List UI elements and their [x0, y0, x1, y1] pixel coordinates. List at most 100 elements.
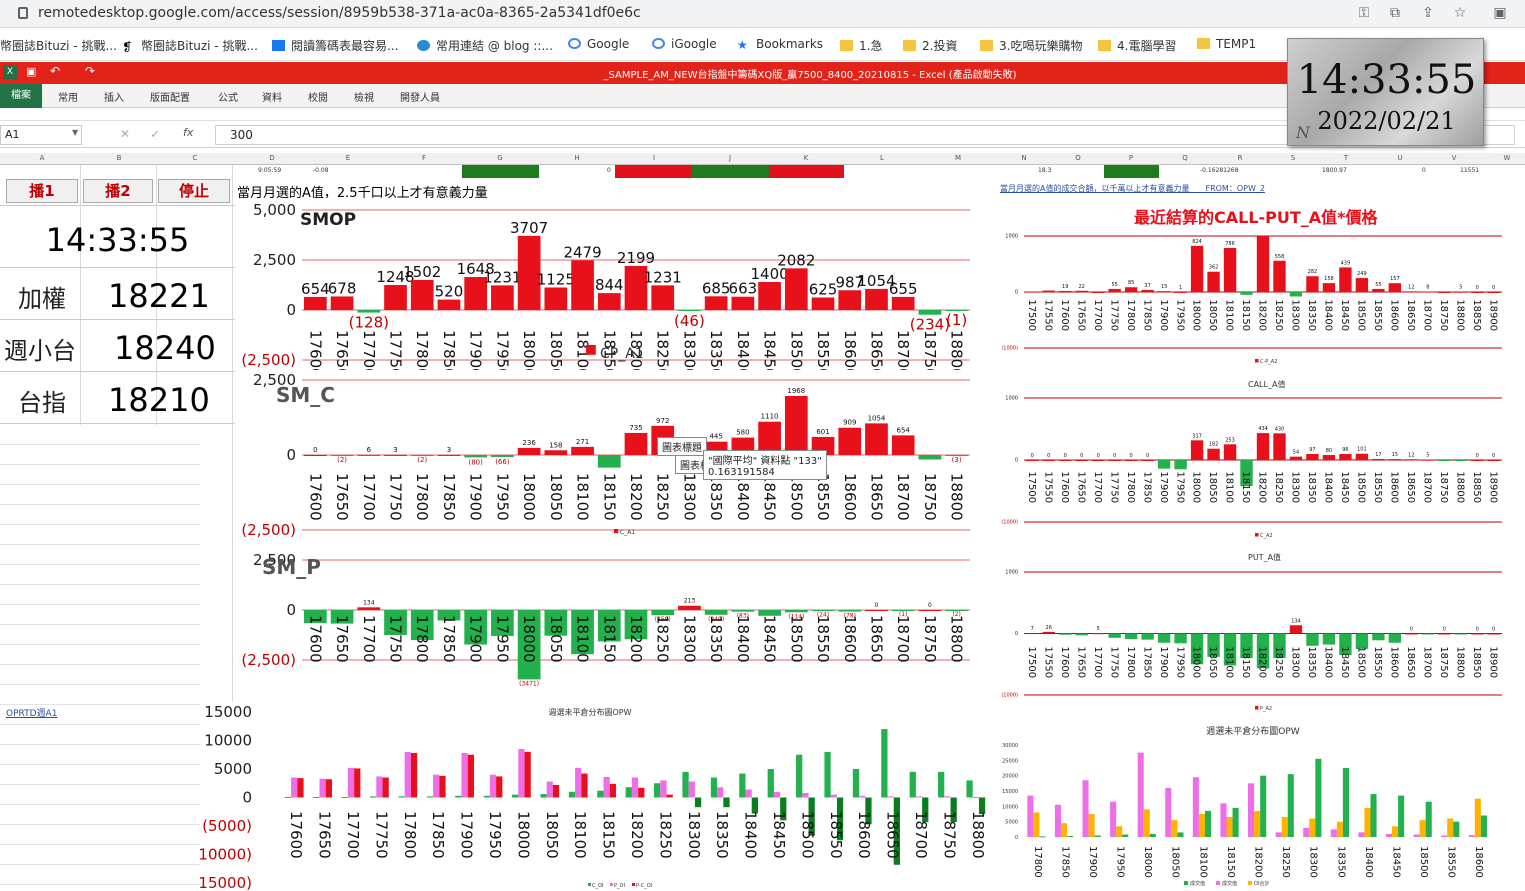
- column-header[interactable]: D: [269, 154, 275, 162]
- column-header[interactable]: V: [1451, 154, 1457, 162]
- column-header[interactable]: L: [880, 154, 884, 162]
- bookmark-folder[interactable]: 4.電腦學習: [1098, 37, 1176, 54]
- column-header[interactable]: W: [1503, 154, 1511, 162]
- y-tick-label: 2,500: [253, 551, 296, 569]
- tab-data[interactable]: 資料: [262, 93, 282, 104]
- bookmark-item[interactable]: 閱讀籌碼表最容易...: [272, 37, 398, 54]
- bar: [1042, 631, 1055, 634]
- desktop-clock-widget[interactable]: 14:33:55 2022/02/21 N: [1287, 38, 1484, 146]
- cell-k1[interactable]: [769, 165, 844, 178]
- column-header[interactable]: H: [574, 154, 580, 162]
- share-icon[interactable]: ⇪: [1422, 5, 1434, 21]
- star-icon[interactable]: ☆: [1453, 5, 1467, 21]
- undo-icon[interactable]: ↶: [50, 64, 61, 78]
- x-tick-label: 18050: [1207, 646, 1218, 678]
- bookmark-folder[interactable]: 2.投資: [903, 37, 957, 54]
- tab-file[interactable]: 檔案: [0, 84, 42, 108]
- bookmark-item[interactable]: ★ Bookmarks: [737, 37, 824, 52]
- cell-n1[interactable]: 18.3: [1038, 167, 1052, 174]
- extension-icon[interactable]: ▣: [1493, 5, 1507, 21]
- chart-weekly-oi-2[interactable]: 30000 25000 20000 15000 10000 5000 0 週選未平倉分布圖OP…: [998, 718, 1508, 891]
- chart-sm-p[interactable]: 2,500 0 (2,500) 17600 17650 134 17700 17750 1780…: [236, 548, 996, 704]
- column-header[interactable]: A: [39, 154, 45, 162]
- save-icon[interactable]: ▣: [26, 65, 37, 78]
- cell-g1[interactable]: [462, 165, 539, 178]
- tab-formulas[interactable]: 公式: [218, 93, 238, 104]
- cell-j1[interactable]: [692, 165, 769, 178]
- formula-input[interactable]: 300: [215, 125, 1515, 145]
- column-header[interactable]: F: [421, 154, 427, 162]
- chart-call-put-a2[interactable]: 1000 0 (1000) 17500 17550 19 17600 22 17650 17700…: [998, 200, 1525, 370]
- column-header[interactable]: O: [1075, 154, 1081, 162]
- cell-t1[interactable]: 1800.97: [1322, 167, 1347, 174]
- open-external-icon[interactable]: ⧉: [1390, 5, 1400, 21]
- column-header[interactable]: Q: [1182, 154, 1188, 162]
- cell-r1[interactable]: -0.16281268: [1200, 167, 1239, 174]
- chart-weekly-oi[interactable]: 15000 10000 5000 0 (5000) (10000) (15000) 週選未平倉…: [200, 702, 998, 891]
- link-oprtd[interactable]: OPRTD週A1: [6, 709, 58, 719]
- column-header[interactable]: M: [954, 154, 962, 162]
- bar: [1306, 633, 1319, 646]
- cell-u1[interactable]: 0: [1422, 167, 1426, 174]
- tab-review[interactable]: 校閱: [308, 93, 328, 104]
- bar: [745, 789, 752, 798]
- column-header[interactable]: C: [192, 154, 198, 162]
- x-tick-label: 18350: [1306, 299, 1317, 331]
- column-header[interactable]: J: [728, 154, 732, 162]
- key-icon[interactable]: ⚿: [1358, 5, 1370, 21]
- bar: [838, 427, 862, 455]
- cell-d1[interactable]: 9:05:59: [258, 167, 282, 174]
- cancel-icon[interactable]: ✕: [120, 127, 131, 141]
- y-tick-label: 5000: [214, 760, 252, 778]
- play2-button[interactable]: 播2: [83, 179, 153, 203]
- bookmark-item[interactable]: iGoogle: [652, 37, 717, 51]
- tab-view[interactable]: 檢視: [354, 93, 374, 104]
- chart-smop[interactable]: 5,0002,5000(2,500)6541760067817650(128)1…: [236, 198, 996, 370]
- data-label: 1248: [376, 268, 414, 286]
- bookmark-folder[interactable]: 3.吃喝玩樂購物: [980, 37, 1082, 54]
- chart-put-a2[interactable]: 1000 0 (1000) 7 17500 26 17550 17600 17650 5 17700…: [998, 547, 1525, 717]
- bookmark-item[interactable]: ❡ 幣圈誌Bituzi - 挑戰...: [122, 39, 258, 54]
- bookmark-folder[interactable]: 1.急: [840, 37, 882, 54]
- column-header[interactable]: I: [652, 154, 656, 162]
- cell-e1[interactable]: -0.08: [313, 167, 329, 174]
- chart-sm-c[interactable]: 2,500 0 (2,500) 0 17600 (2) 17650 6 17700 3 17750 (…: [236, 370, 996, 544]
- bar: [1157, 633, 1171, 643]
- cell-h1[interactable]: 0: [607, 167, 611, 174]
- column-header[interactable]: E: [345, 154, 351, 162]
- enter-icon[interactable]: ✓: [150, 127, 161, 141]
- data-label: 158: [549, 441, 562, 449]
- bookmark-item[interactable]: Google: [568, 37, 629, 51]
- column-header[interactable]: U: [1397, 154, 1403, 162]
- column-header[interactable]: T: [1343, 154, 1349, 162]
- cell-i1[interactable]: [615, 165, 692, 178]
- bookmark-folder[interactable]: TEMP1: [1197, 37, 1256, 51]
- tab-insert[interactable]: 插入: [104, 93, 124, 104]
- chevron-down-icon[interactable]: ▼: [72, 128, 79, 137]
- chart-call-a2[interactable]: 10000(1000)01750001755001760001765001770…: [998, 374, 1525, 544]
- browser-address-bar[interactable]: remotedesktop.google.com/access/session/…: [0, 0, 1525, 28]
- tab-home[interactable]: 常用: [58, 93, 78, 104]
- redo-icon[interactable]: ↷: [85, 64, 96, 78]
- bookmark-item[interactable]: 幣圈誌Bituzi - 挑戰...: [0, 39, 117, 53]
- column-header[interactable]: R: [1237, 154, 1243, 162]
- right-note[interactable]: 當月月選的A值的成交合額，以千萬以上才有意義力量 FROM：OPW_2: [1000, 184, 1265, 193]
- cell-v1[interactable]: 11551: [1460, 167, 1480, 174]
- stop-button[interactable]: 停止: [158, 179, 230, 203]
- column-header[interactable]: B: [116, 154, 122, 162]
- column-header[interactable]: K: [803, 154, 809, 162]
- y-tick-label: 0: [286, 301, 296, 319]
- column-header[interactable]: N: [1021, 154, 1027, 162]
- name-box[interactable]: A1: [0, 125, 82, 145]
- tab-page-layout[interactable]: 版面配置: [150, 93, 190, 104]
- function-icon[interactable]: fx: [183, 126, 194, 139]
- column-header[interactable]: G: [497, 154, 503, 162]
- play1-button[interactable]: 播1: [6, 179, 78, 203]
- cell-p1[interactable]: [1104, 165, 1159, 178]
- tab-developer[interactable]: 開發人員: [400, 93, 440, 104]
- column-header[interactable]: S: [1290, 154, 1296, 162]
- x-tick-label: 17850: [429, 811, 447, 859]
- column-header[interactable]: P: [1128, 154, 1134, 162]
- url-text[interactable]: remotedesktop.google.com/access/session/…: [38, 5, 641, 21]
- bookmark-item[interactable]: 常用連結 @ blog ::...: [417, 37, 553, 54]
